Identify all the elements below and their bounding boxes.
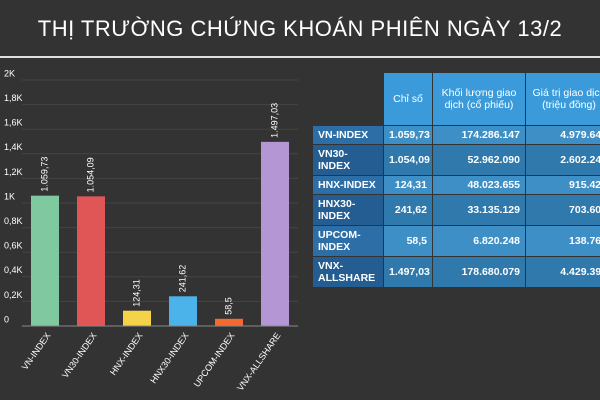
y-tick-label: 1,6K — [4, 118, 23, 128]
value-label: 1.054,09 — [85, 157, 95, 192]
y-tick-label: 0,6K — [4, 241, 23, 251]
table-cell: VN-INDEX — [312, 125, 384, 145]
header-cell: Giá trị giao dịch (triệu đồng) — [525, 72, 600, 126]
x-tick-label: HNX-INDEX — [108, 331, 145, 377]
data-table: Chỉ số Khối lượng giao dịch (cổ phiếu) G… — [312, 72, 600, 288]
y-tick-label: 0,2K — [4, 290, 23, 300]
value-label: 124,31 — [131, 279, 141, 307]
table-cell: UPCOM-INDEX — [312, 225, 384, 257]
bar — [123, 310, 151, 326]
table-cell: 241,62 — [383, 194, 433, 226]
x-tick-label: UPCOM-INDEX — [192, 331, 237, 389]
table-cell: 4.979.648 — [525, 125, 600, 145]
value-label: 1.059,73 — [39, 157, 49, 192]
header-row: Chỉ số Khối lượng giao dịch (cổ phiếu) G… — [312, 72, 600, 126]
table-cell: 703.609 — [525, 194, 600, 226]
table-cell: 33.135.129 — [432, 194, 526, 226]
table-cell: VNX-ALLSHARE — [312, 256, 384, 288]
table-cell: 48.023.655 — [432, 175, 526, 195]
y-tick-label: 1K — [4, 191, 15, 201]
table-cell: 58,5 — [383, 225, 433, 257]
bar — [77, 196, 105, 326]
y-tick-label: 1,2K — [4, 167, 23, 177]
x-tick-label: HNX30-INDEX — [148, 331, 190, 385]
page-title: THỊ TRƯỜNG CHỨNG KHOÁN PHIÊN NGÀY 13/2 — [37, 16, 563, 41]
value-label: 1.497,03 — [269, 103, 279, 138]
y-tick-label: 0,8K — [4, 216, 23, 226]
y-tick-label: 0,4K — [4, 265, 23, 275]
table-cell: 2.602.248 — [525, 144, 600, 176]
bar — [261, 141, 289, 326]
table-cell: 174.286.147 — [432, 125, 526, 145]
title-rule — [0, 56, 600, 58]
bar — [169, 296, 197, 326]
bar — [215, 318, 243, 326]
table-cell: VN30-INDEX — [312, 144, 384, 176]
y-tick-label: 0 — [4, 314, 9, 324]
value-label: 241,62 — [177, 265, 187, 293]
y-tick-label: 1,8K — [4, 93, 23, 103]
x-tick-label: VN30-INDEX — [60, 331, 99, 380]
header-cell: Khối lượng giao dịch (cổ phiếu) — [432, 72, 526, 126]
header-cell — [312, 72, 384, 126]
table-cell: 1.059,73 — [383, 125, 433, 145]
table-cell: HNX30-INDEX — [312, 194, 384, 226]
bar — [31, 195, 59, 326]
table-cell: 138.768 — [525, 225, 600, 257]
x-tick-label: VNX-ALLSHARE — [235, 331, 282, 393]
table-cell: 52.962.090 — [432, 144, 526, 176]
table-cell: HNX-INDEX — [312, 175, 384, 195]
y-tick-label: 2K — [4, 68, 15, 78]
y-tick-label: 1,4K — [4, 142, 23, 152]
table-cell: 6.820.248 — [432, 225, 526, 257]
table: Chỉ số Khối lượng giao dịch (cổ phiếu) G… — [312, 72, 600, 288]
table-cell: 124,31 — [383, 175, 433, 195]
table-cell: 1.054,09 — [383, 144, 433, 176]
x-tick-label: VN-INDEX — [20, 331, 53, 372]
table-cell: 915.421 — [525, 175, 600, 195]
chart: 0 0,2K 0,4K 0,6K 0,8K 1K 1,2K 1,4K 1,6K 1,8K 2K 1.0… — [4, 68, 298, 393]
header-cell: Chỉ số — [383, 72, 433, 126]
table-cell: 4.429.391 — [525, 256, 600, 288]
table-cell: 178.680.079 — [432, 256, 526, 288]
value-label: 58,5 — [223, 297, 233, 315]
table-cell: 1.497,03 — [383, 256, 433, 288]
